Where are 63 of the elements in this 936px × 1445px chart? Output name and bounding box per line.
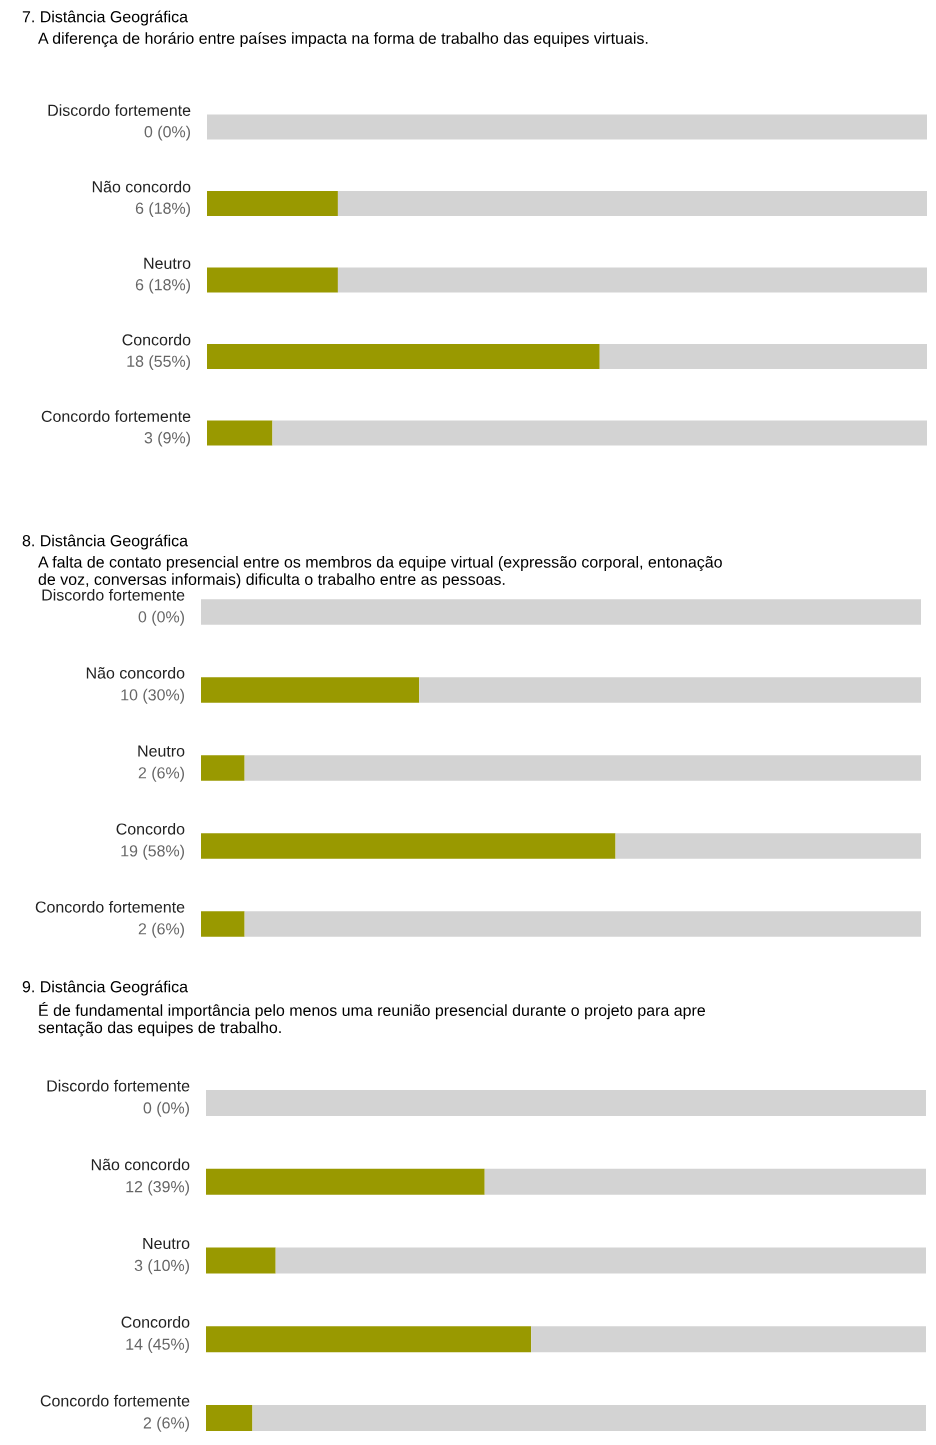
bar <box>337 190 927 217</box>
data-label: 0 (0%) <box>138 610 185 626</box>
bar <box>275 1247 926 1274</box>
bar <box>206 1247 276 1274</box>
category-label: Neutro <box>138 745 185 757</box>
category-label: Concordo fortemente <box>41 410 191 422</box>
bar <box>419 677 921 703</box>
data-label: 18 (55%) <box>127 355 191 371</box>
data-label: 10 (30%) <box>121 688 185 704</box>
category-label: Não concordo <box>92 180 191 193</box>
bar <box>615 833 921 859</box>
bar <box>206 1168 485 1195</box>
chart-subtitle: A diferença de horário entre países impacta na forma de trabalho das equipes virtuais. <box>38 32 648 48</box>
category-label: Neutro <box>143 1237 190 1250</box>
bar <box>201 677 420 703</box>
bar <box>252 1405 926 1431</box>
bar <box>207 114 927 140</box>
data-label: 0 (0%) <box>143 1101 190 1117</box>
bar <box>201 833 616 859</box>
bar <box>207 267 338 293</box>
bar <box>599 343 927 370</box>
data-label: 0 (0%) <box>144 125 191 141</box>
category-label: Concordo fortemente <box>40 1394 190 1407</box>
category-label: Neutro <box>144 257 191 269</box>
category-label: Não concordo <box>91 1158 190 1171</box>
bar <box>207 190 338 217</box>
category-label: Discordo fortemente <box>48 104 191 116</box>
bar <box>201 599 921 625</box>
category-label: Discordo fortemente <box>47 1079 190 1092</box>
chart-subtitle: É de fundamental importância pelo menos uma reunião presencial durante o projeto para apre sentação das equipes de trabalho. <box>38 1002 705 1037</box>
bar <box>244 755 921 781</box>
category-label: Concordo <box>116 822 185 835</box>
bar <box>484 1168 926 1195</box>
data-label: 3 (9%) <box>144 431 191 447</box>
bar <box>206 1405 253 1431</box>
category-label: Não concordo <box>86 666 185 679</box>
data-label: 6 (18%) <box>135 278 191 294</box>
text: A falta de contato presencial entre os membros da equipe virtual (expressão corporal, entonação de voz, conversas informais) dificulta o trabalho entre as pessoas. <box>38 556 722 589</box>
data-label: 3 (10%) <box>134 1259 190 1275</box>
bar <box>531 1326 926 1353</box>
bar <box>272 420 927 446</box>
bar <box>207 420 273 446</box>
bar <box>244 911 921 937</box>
data-label: 2 (6%) <box>138 922 185 938</box>
bar <box>206 1326 532 1353</box>
bar <box>201 755 245 781</box>
data-label: 12 (39%) <box>126 1180 190 1196</box>
category-label: Concordo fortemente <box>35 900 185 913</box>
bar <box>206 1090 926 1116</box>
data-label: 2 (6%) <box>138 766 185 782</box>
data-label: 14 (45%) <box>126 1338 190 1353</box>
bar <box>207 343 600 370</box>
data-label: 19 (58%) <box>121 844 185 860</box>
bar <box>337 267 927 293</box>
data-label: 6 (18%) <box>135 202 191 218</box>
bar <box>201 911 245 937</box>
category-label: Concordo <box>121 1316 190 1328</box>
chart-title: 9. Distância Geográfica <box>22 980 189 996</box>
chart-title: 7. Distância Geográfica <box>22 10 189 26</box>
data-label: 2 (6%) <box>143 1416 190 1432</box>
chart-title: 8. Distância Geográfica <box>22 534 189 550</box>
category-label: Discordo fortemente <box>42 588 185 601</box>
category-label: Concordo <box>122 333 191 346</box>
